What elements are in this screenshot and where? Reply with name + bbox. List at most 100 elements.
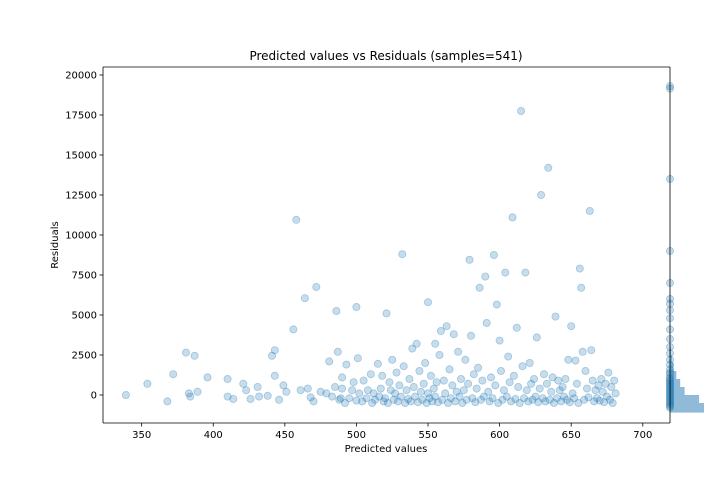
data-point bbox=[498, 395, 507, 404]
data-point bbox=[593, 394, 602, 403]
data-point bbox=[531, 392, 540, 401]
data-point bbox=[507, 397, 516, 406]
data-point bbox=[421, 358, 430, 367]
data-point bbox=[484, 387, 493, 396]
data-point bbox=[300, 294, 309, 303]
data-point bbox=[581, 366, 590, 375]
data-point bbox=[544, 163, 553, 172]
data-point bbox=[406, 397, 415, 406]
histogram-bar bbox=[670, 387, 685, 395]
data-point bbox=[465, 255, 474, 264]
y-tick-label: 5000 bbox=[72, 311, 97, 322]
data-point bbox=[352, 302, 361, 311]
data-point bbox=[345, 394, 354, 403]
data-point bbox=[486, 373, 495, 382]
data-point bbox=[560, 392, 569, 401]
histogram-bar bbox=[670, 403, 704, 413]
data-point bbox=[488, 394, 497, 403]
data-point bbox=[466, 331, 475, 340]
data-point bbox=[511, 394, 520, 403]
data-point bbox=[415, 366, 424, 375]
data-point bbox=[538, 394, 547, 403]
data-point bbox=[548, 373, 557, 382]
data-point bbox=[495, 336, 504, 345]
data-point bbox=[275, 395, 284, 404]
data-point bbox=[475, 283, 484, 292]
data-point bbox=[459, 386, 468, 395]
data-point bbox=[282, 387, 291, 396]
data-point bbox=[451, 397, 460, 406]
data-point bbox=[608, 398, 617, 407]
data-point bbox=[499, 386, 508, 395]
data-point bbox=[370, 395, 379, 404]
data-point bbox=[504, 352, 513, 361]
data-point bbox=[309, 397, 318, 406]
data-point bbox=[340, 398, 349, 407]
data-point bbox=[472, 384, 481, 393]
data-point bbox=[485, 397, 494, 406]
data-point bbox=[492, 300, 501, 309]
data-point bbox=[598, 387, 607, 396]
data-point bbox=[328, 392, 337, 401]
data-point bbox=[570, 394, 579, 403]
data-point bbox=[253, 382, 262, 391]
data-point bbox=[408, 344, 417, 353]
marginal-histogram bbox=[670, 347, 704, 413]
data-point bbox=[369, 389, 378, 398]
data-point bbox=[441, 389, 450, 398]
data-point bbox=[600, 398, 609, 407]
data-point bbox=[425, 394, 434, 403]
data-point bbox=[505, 378, 514, 387]
data-point bbox=[438, 395, 447, 404]
data-point bbox=[428, 397, 437, 406]
data-point bbox=[535, 384, 544, 393]
data-point bbox=[325, 357, 334, 366]
data-point bbox=[223, 374, 232, 383]
y-tick-label: 2500 bbox=[72, 351, 97, 362]
data-point bbox=[567, 322, 576, 331]
data-point bbox=[163, 397, 172, 406]
data-point bbox=[363, 386, 372, 395]
data-point bbox=[431, 392, 440, 401]
data-point bbox=[522, 386, 531, 395]
data-point bbox=[545, 395, 554, 404]
data-point bbox=[574, 398, 583, 407]
data-point bbox=[359, 376, 368, 385]
data-point bbox=[368, 398, 377, 407]
x-tick-label: 600 bbox=[490, 430, 509, 441]
data-point bbox=[292, 215, 301, 224]
data-point bbox=[603, 392, 612, 401]
data-point bbox=[396, 392, 405, 401]
data-point bbox=[595, 396, 604, 405]
data-point bbox=[542, 379, 551, 388]
data-point bbox=[552, 394, 561, 403]
data-point bbox=[575, 264, 584, 273]
data-point bbox=[398, 250, 407, 259]
data-point bbox=[452, 387, 461, 396]
data-point bbox=[572, 379, 581, 388]
data-point bbox=[322, 389, 331, 398]
data-point bbox=[455, 392, 464, 401]
data-point bbox=[413, 398, 422, 407]
data-point bbox=[439, 376, 448, 385]
data-point bbox=[373, 359, 382, 368]
data-point bbox=[423, 298, 432, 307]
x-tick-label: 550 bbox=[418, 430, 437, 441]
data-point bbox=[462, 395, 471, 404]
data-point bbox=[411, 392, 420, 401]
data-point bbox=[565, 398, 574, 407]
data-point bbox=[246, 394, 255, 403]
data-point bbox=[184, 389, 193, 398]
data-point bbox=[446, 394, 455, 403]
data-point bbox=[381, 394, 390, 403]
data-point bbox=[383, 398, 392, 407]
tick-marks: 350 400 450 500 550 600 650 700 0 2500 5000 7500 100… bbox=[65, 71, 652, 442]
y-tick-label: 20000 bbox=[65, 71, 97, 82]
data-point bbox=[442, 322, 451, 331]
data-point bbox=[333, 347, 342, 356]
x-tick-label: 650 bbox=[562, 430, 581, 441]
data-point bbox=[399, 362, 408, 371]
data-point bbox=[532, 333, 541, 342]
data-point bbox=[583, 384, 592, 393]
data-point bbox=[502, 392, 511, 401]
